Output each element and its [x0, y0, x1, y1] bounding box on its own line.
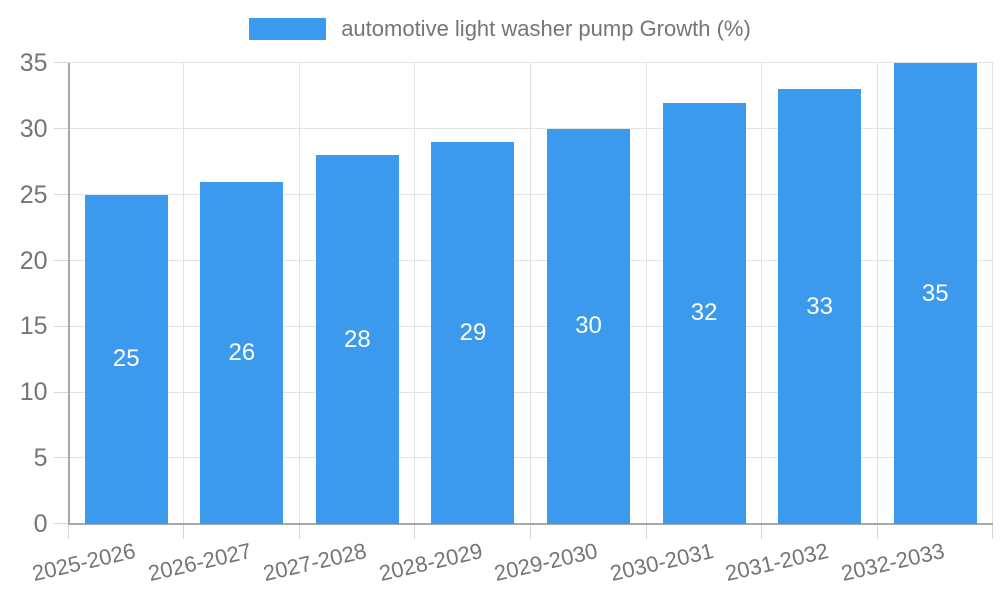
x-axis-tick-label: 2031-2032 [723, 538, 832, 587]
x-gridline [298, 63, 300, 524]
x-axis-tick-label: 2027-2028 [260, 538, 370, 587]
y-axis-tick [53, 523, 69, 525]
x-axis-tick-label: 2026-2027 [145, 538, 254, 587]
x-axis-line [67, 523, 993, 525]
x-axis-tick [645, 524, 647, 539]
y-axis-tick-label: 30 [19, 114, 48, 143]
x-gridline [761, 63, 763, 524]
x-axis-tick [298, 524, 300, 539]
y-gridline [68, 62, 993, 64]
bar-value-label: 28 [344, 325, 371, 353]
bar-value-label: 33 [806, 292, 833, 320]
x-axis-tick-label: 2030-2031 [607, 538, 716, 587]
bar-2027-2028[interactable] [315, 155, 399, 524]
bar-value-label: 26 [228, 338, 256, 366]
y-axis-tick-label: 10 [19, 378, 48, 407]
x-gridline [414, 63, 416, 524]
x-axis-tick-label: 2025-2026 [29, 538, 138, 587]
y-axis-tick [53, 391, 69, 393]
bar-2025-2026[interactable] [84, 194, 168, 524]
x-axis-tick [530, 524, 531, 539]
bar-2030-2031[interactable] [662, 102, 746, 524]
bar-2031-2032[interactable] [778, 89, 862, 524]
y-axis-tick [53, 457, 69, 459]
bar-value-label: 35 [921, 279, 949, 307]
bar-2032-2033[interactable] [893, 63, 977, 524]
x-gridline [183, 63, 185, 524]
x-axis-tick [992, 524, 994, 539]
y-axis-line [67, 63, 70, 524]
bar-2028-2029[interactable] [431, 142, 515, 524]
y-axis-tick-label: 5 [33, 444, 48, 473]
x-axis-tick-label: 2029-2030 [492, 538, 601, 587]
bar-2029-2030[interactable] [547, 128, 631, 524]
bar-value-label: 29 [459, 319, 487, 346]
legend-swatch-icon [249, 18, 327, 40]
bar-2026-2027[interactable] [200, 181, 284, 524]
y-axis-tick [53, 193, 69, 195]
x-gridline [645, 63, 647, 524]
x-gridline [530, 63, 531, 524]
chart-legend[interactable]: automotive light washer pump Growth (%) [0, 16, 1000, 42]
x-gridline [876, 63, 878, 524]
y-axis-tick [53, 259, 69, 261]
x-axis-tick-label: 2032-2033 [838, 538, 947, 587]
y-axis-tick-label: 0 [33, 510, 48, 538]
y-axis-tick-label: 35 [19, 49, 48, 77]
bar-value-label: 30 [575, 312, 602, 340]
x-gridline [992, 63, 994, 524]
legend-label: automotive light washer pump Growth (%) [341, 16, 751, 41]
y-axis-tick-label: 20 [19, 246, 48, 275]
x-axis-tick [876, 524, 878, 539]
y-axis-tick-label: 25 [19, 180, 48, 209]
bar-value-label: 25 [112, 345, 140, 373]
x-axis-tick [67, 524, 69, 539]
y-axis-tick-label: 15 [19, 312, 48, 341]
y-axis-tick [53, 325, 69, 327]
y-axis-tick [53, 128, 69, 130]
x-axis-tick [414, 524, 416, 539]
x-axis-tick [761, 524, 763, 539]
x-axis-tick [183, 524, 185, 539]
y-axis-tick [53, 62, 69, 64]
bar-value-label: 32 [690, 299, 718, 327]
x-axis-tick-label: 2028-2029 [376, 538, 485, 587]
